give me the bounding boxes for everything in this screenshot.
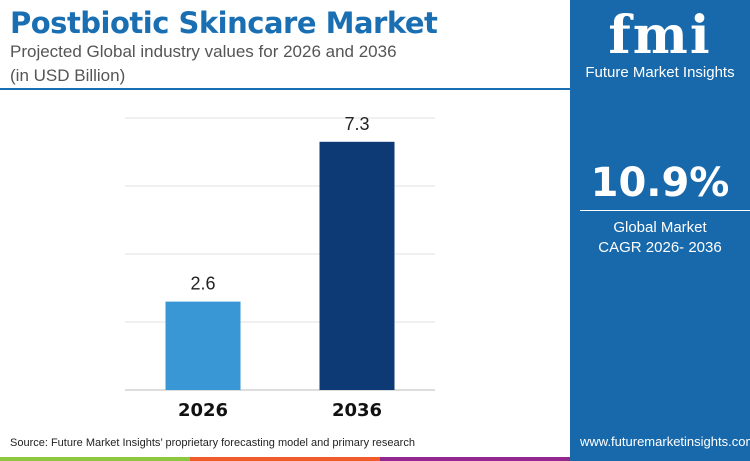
- chart-subtitle: Projected Global industry values for 202…: [10, 42, 397, 61]
- chart-title: Postbiotic Skincare Market: [10, 6, 438, 40]
- fmi-logo: fmi Future Market Insights: [570, 5, 750, 82]
- bar-2036: [319, 141, 395, 390]
- cagr-label-line2: CAGR 2026- 2036: [598, 239, 722, 256]
- unit-label: (in USD Billion): [10, 66, 126, 85]
- brand-name: Future Market Insights: [585, 64, 735, 81]
- website-link[interactable]: www.futuremarketinsights.com: [580, 434, 750, 449]
- x-tick-label: 2036: [332, 400, 382, 421]
- stripe-orange: [190, 457, 380, 461]
- bar-chart: 2.6 2026 7.3 2036: [125, 114, 435, 421]
- logo-mark: fmi: [608, 5, 712, 66]
- stripe-blue: [570, 457, 750, 461]
- cagr-divider: [580, 210, 750, 211]
- bar-2026: [165, 301, 241, 390]
- cagr-value: 10.9%: [590, 160, 730, 206]
- x-tick-label: 2026: [178, 400, 228, 421]
- data-label: 2.6: [190, 274, 215, 294]
- cagr-label: Global Market CAGR 2026- 2036: [570, 218, 750, 258]
- source-note: Source: Future Market Insights’ propriet…: [10, 437, 415, 449]
- side-panel: fmi Future Market Insights 10.9% Global …: [570, 0, 750, 457]
- data-label: 7.3: [344, 114, 369, 134]
- cagr-label-line1: Global Market: [613, 219, 707, 236]
- stripe-purple: [380, 457, 570, 461]
- stripe-green: [0, 457, 190, 461]
- divider: [0, 88, 570, 90]
